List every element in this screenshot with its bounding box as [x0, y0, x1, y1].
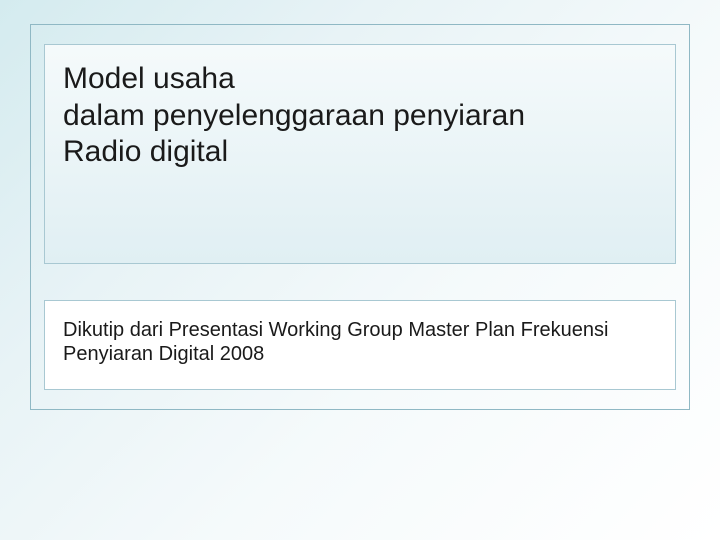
slide-subtitle: Dikutip dari Presentasi Working Group Ma… [63, 319, 657, 366]
slide-title: Model usahadalam penyelenggaraan penyiar… [63, 61, 657, 171]
title-box: Model usahadalam penyelenggaraan penyiar… [44, 44, 676, 264]
subtitle-box: Dikutip dari Presentasi Working Group Ma… [44, 300, 676, 390]
